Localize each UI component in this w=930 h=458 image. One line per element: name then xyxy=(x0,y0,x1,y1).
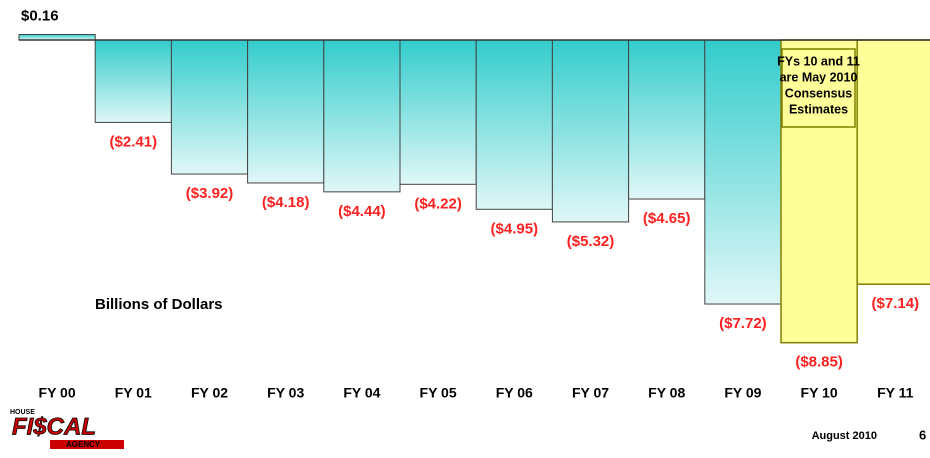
bar xyxy=(551,39,630,223)
x-tick-label: FY 03 xyxy=(267,385,304,401)
x-tick-label: FY 00 xyxy=(39,385,76,401)
value-label: ($3.92) xyxy=(186,185,234,202)
bar xyxy=(475,39,553,210)
bar xyxy=(247,39,325,184)
annotation-box xyxy=(781,48,856,128)
bar xyxy=(323,39,401,193)
x-tick-label: FY 04 xyxy=(343,385,380,401)
value-label: $0.16 xyxy=(21,7,59,24)
bar xyxy=(94,39,172,123)
x-tick-label: FY 01 xyxy=(115,385,152,401)
x-tick-label: FY 05 xyxy=(420,385,457,401)
annotation-line: Consensus xyxy=(785,86,852,100)
bar xyxy=(628,39,706,200)
page-number: 6 xyxy=(919,427,926,442)
x-tick-label: FY 08 xyxy=(648,385,685,401)
value-label: ($7.14) xyxy=(872,295,920,312)
x-tick-label: FY 11 xyxy=(877,385,914,401)
bar xyxy=(399,39,477,185)
value-label: ($4.22) xyxy=(414,195,462,212)
axis-label: Billions of Dollars xyxy=(95,296,223,313)
value-label: ($5.32) xyxy=(567,233,615,250)
annotation-line: are May 2010 xyxy=(780,70,858,84)
bar xyxy=(704,39,782,305)
value-label: ($4.95) xyxy=(491,220,539,237)
annotation-line: FYs 10 and 11 xyxy=(777,54,860,68)
annotation-line: Estimates xyxy=(789,102,848,116)
value-label: ($4.44) xyxy=(338,203,386,220)
x-tick-label: FY 09 xyxy=(724,385,761,401)
value-label: ($4.18) xyxy=(262,194,310,211)
bar xyxy=(170,39,249,175)
logo-bar xyxy=(50,440,124,449)
x-tick-label: FY 02 xyxy=(191,385,228,401)
logo-main: FI$CAL xyxy=(12,413,96,440)
annotation: FYs 10 and 11 are May 2010 Consensus Estima… xyxy=(777,54,860,116)
x-tick-label: FY 07 xyxy=(572,385,609,401)
bar xyxy=(856,39,930,285)
logo-bottom: AGENCY xyxy=(66,440,101,449)
value-label: ($4.65) xyxy=(643,210,691,227)
x-tick-label: FY 10 xyxy=(801,385,838,401)
footer-date: August 2010 xyxy=(812,430,877,442)
x-tick-label: FY 06 xyxy=(496,385,533,401)
value-label: ($8.85) xyxy=(795,354,843,371)
bar xyxy=(18,34,96,41)
value-label: ($2.41) xyxy=(110,133,158,150)
logo-top: HOUSE xyxy=(10,409,35,416)
value-label: ($7.72) xyxy=(719,315,767,332)
